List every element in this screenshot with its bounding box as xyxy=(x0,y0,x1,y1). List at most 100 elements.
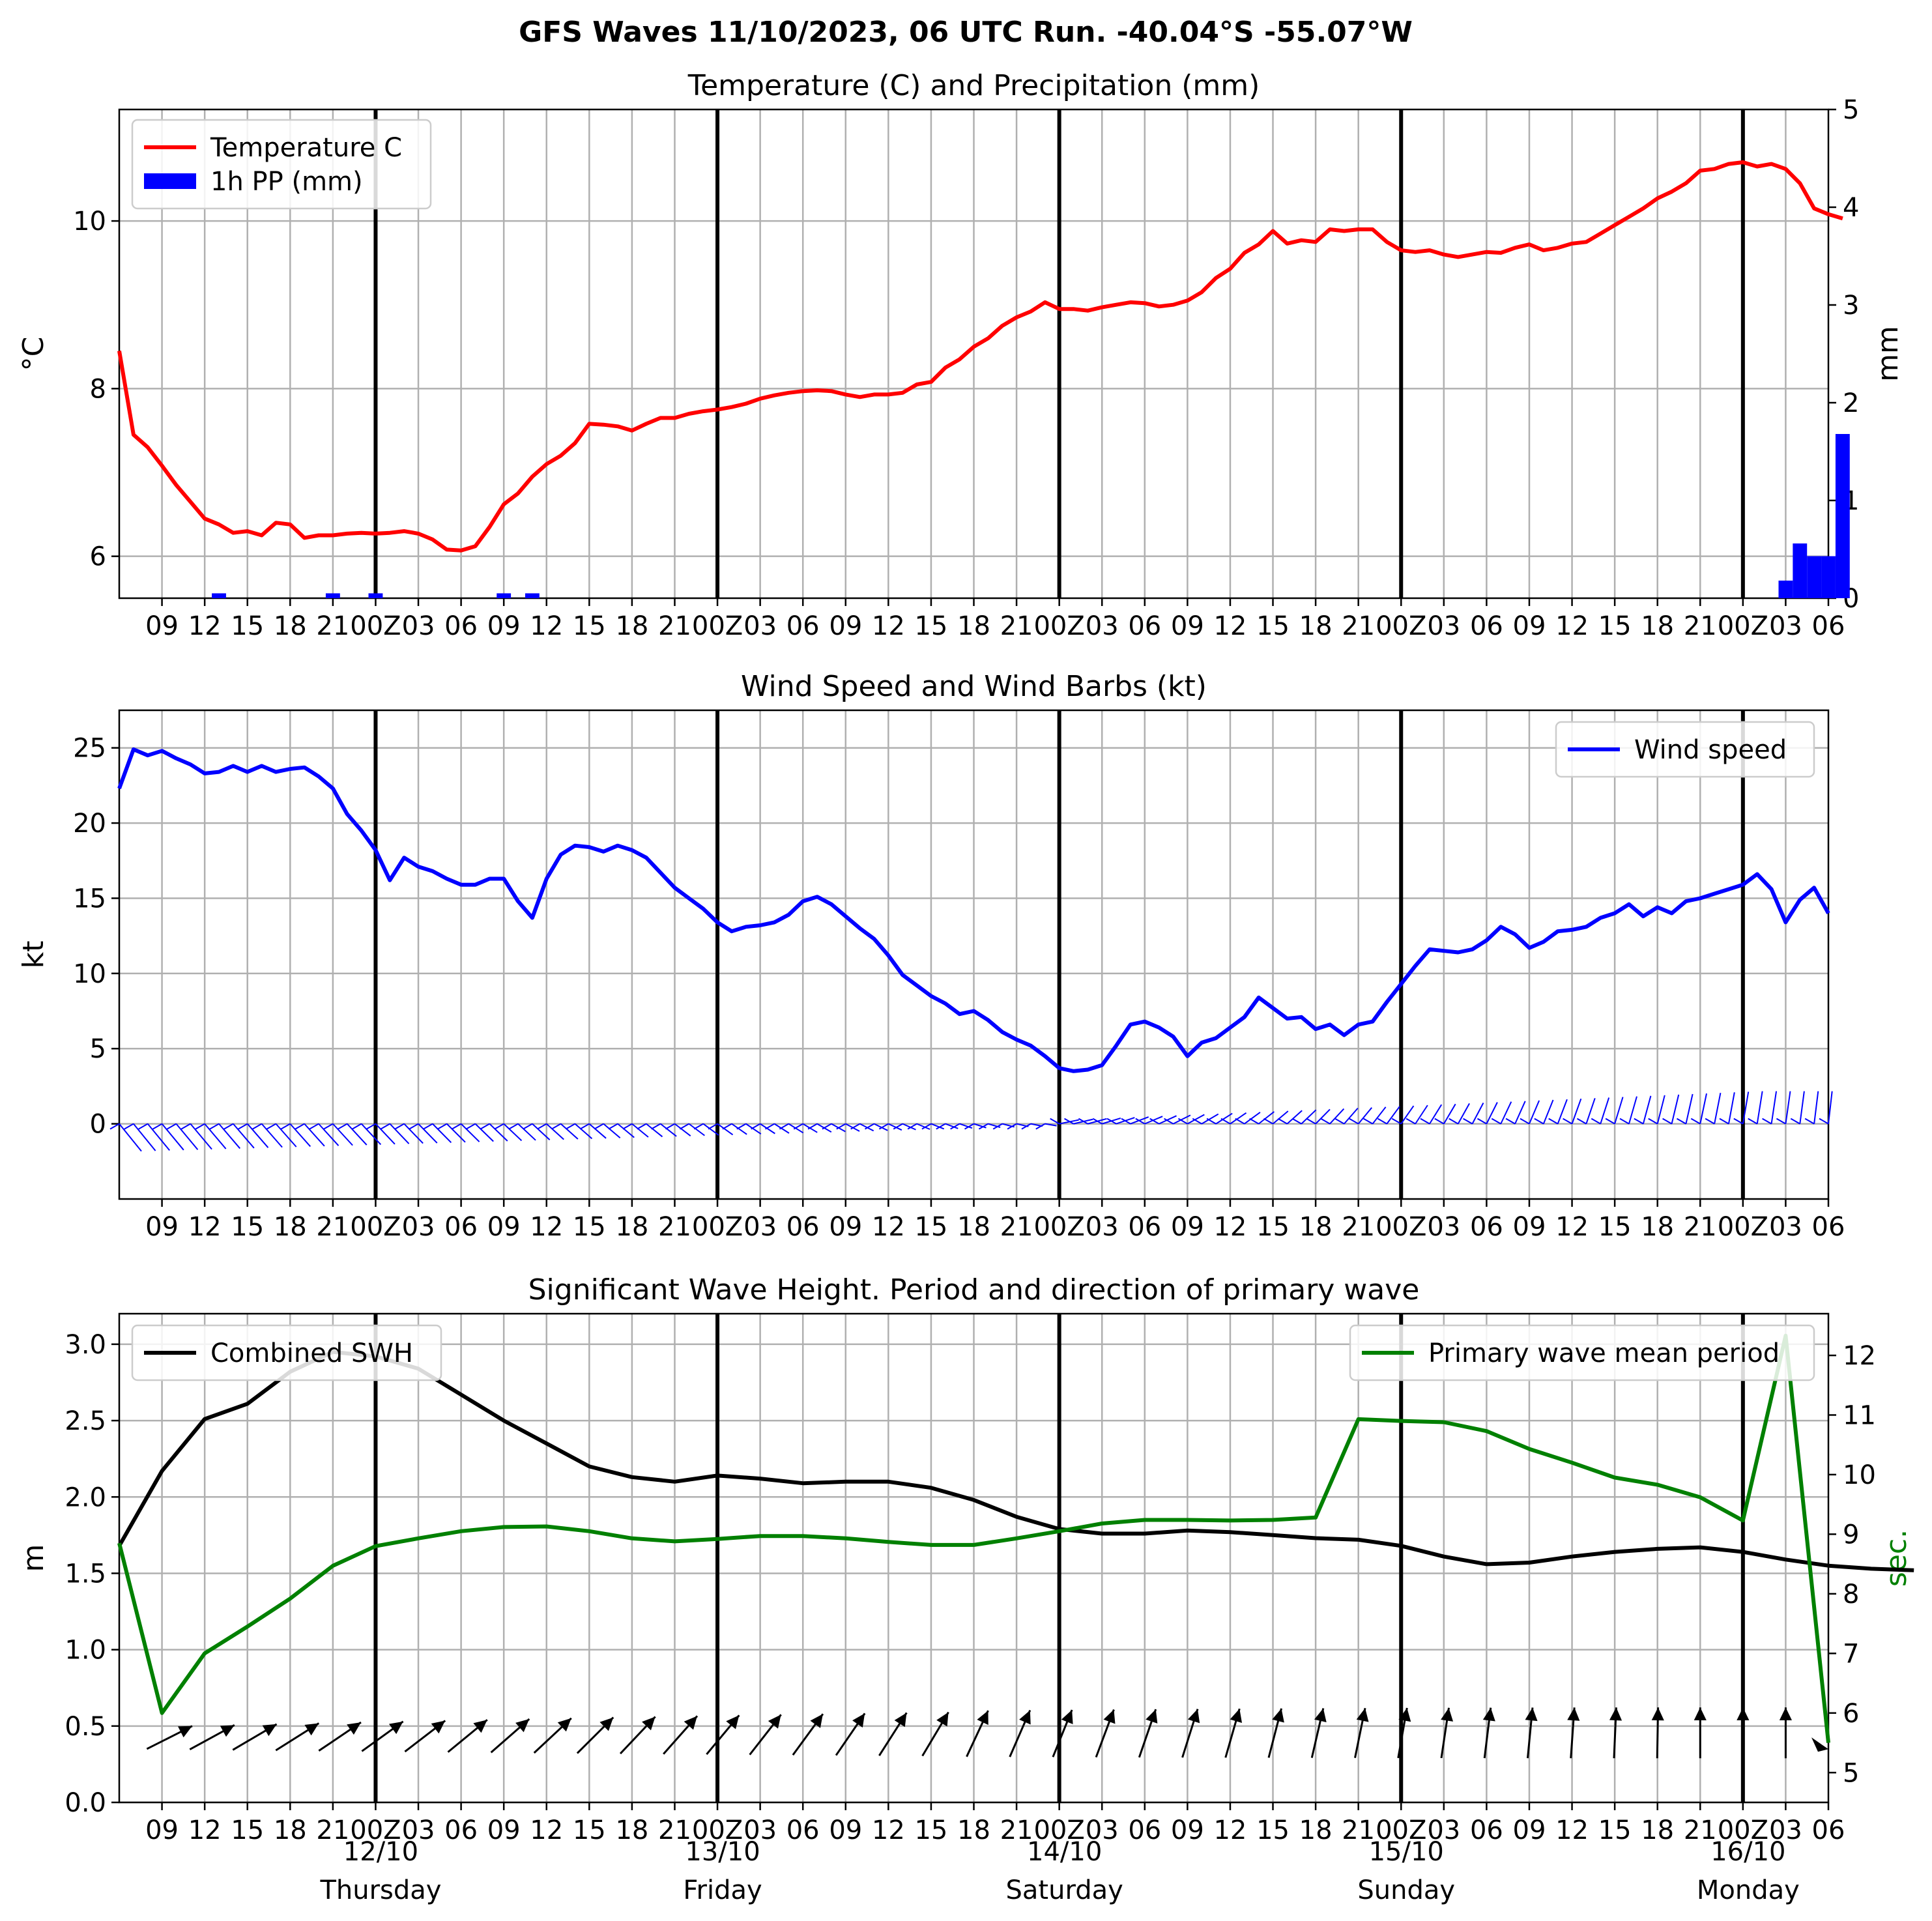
wind-barb xyxy=(323,1123,353,1146)
precip-bar xyxy=(1835,434,1850,598)
x-tick-label: 21 xyxy=(1000,1212,1033,1242)
y-right-tick-label: 4 xyxy=(1843,193,1859,223)
wind-speed-line xyxy=(117,747,1830,1073)
wave-direction-arrow xyxy=(1482,1707,1495,1759)
wave-direction-arrow xyxy=(619,1716,656,1755)
wind-barb xyxy=(1676,1093,1694,1125)
wave-direction-arrow xyxy=(1138,1709,1158,1758)
day-date-label: 15/10 xyxy=(1369,1837,1444,1867)
wave-direction-arrow xyxy=(792,1713,824,1756)
x-tick-label: 18 xyxy=(1641,1212,1674,1242)
wind-barb xyxy=(579,1123,607,1139)
wind-barb xyxy=(907,1123,930,1130)
x-tick-label: 09 xyxy=(1171,611,1204,641)
wave-direction-arrow xyxy=(1609,1707,1622,1759)
wind-barb xyxy=(1377,1106,1400,1125)
x-tick-label: 03 xyxy=(743,611,777,641)
wind-barb xyxy=(736,1123,762,1135)
wind-barb xyxy=(1263,1110,1289,1125)
y-right-tick-label: 8 xyxy=(1843,1580,1859,1610)
x-tick-label: 18 xyxy=(1299,1212,1333,1242)
x-tick-label: 03 xyxy=(402,1815,435,1845)
day-date-label: 12/10 xyxy=(343,1837,418,1867)
x-tick-label: 18 xyxy=(957,1815,990,1845)
wind-barb xyxy=(693,1123,719,1136)
wind-barb xyxy=(1690,1093,1708,1125)
legend-box xyxy=(131,1324,442,1381)
wind-barb xyxy=(850,1123,874,1132)
wave-direction-arrow xyxy=(1651,1707,1664,1759)
wave-direction-arrow xyxy=(232,1723,278,1751)
x-tick-label: 09 xyxy=(829,611,862,641)
x-tick-label: 06 xyxy=(786,1212,820,1242)
x-tick-label: 18 xyxy=(615,1815,648,1845)
wave-direction-arrow xyxy=(1310,1708,1327,1758)
y-tick-label: 20 xyxy=(73,809,106,839)
wind-barb xyxy=(238,1123,269,1148)
precip-bar xyxy=(1778,581,1793,598)
wind-barb xyxy=(223,1123,255,1149)
wind-barb xyxy=(1391,1105,1415,1125)
x-tick-label: 12 xyxy=(872,1212,905,1242)
x-tick-label: 15 xyxy=(1256,611,1290,641)
legend-swatch xyxy=(144,173,196,189)
temperature-line xyxy=(117,160,1843,553)
wave-direction-arrow xyxy=(835,1712,866,1756)
wind-barb xyxy=(594,1123,621,1138)
wind-barb xyxy=(465,1123,494,1142)
x-tick-label: 00Z xyxy=(1033,611,1084,641)
wind-barb xyxy=(523,1123,551,1140)
wind-barb xyxy=(893,1123,916,1131)
wind-barb xyxy=(679,1123,705,1136)
x-tick-label: 00Z xyxy=(350,611,401,641)
wave-direction-arrow xyxy=(921,1711,949,1757)
x-tick-label: 12 xyxy=(530,1815,563,1845)
precip-bar xyxy=(1807,556,1822,598)
y-tick-label: 0 xyxy=(90,1110,106,1140)
y-right-tick-label: 12 xyxy=(1843,1341,1876,1371)
wind-barb xyxy=(537,1123,564,1140)
precip-bar xyxy=(1821,556,1836,598)
x-tick-label: 15 xyxy=(573,1815,606,1845)
y-tick-label: 0.5 xyxy=(65,1712,106,1742)
wind-barb xyxy=(1505,1101,1526,1125)
x-tick-label: 00Z xyxy=(1033,1815,1084,1845)
x-tick-label: 12 xyxy=(1213,1815,1247,1845)
wind-barb xyxy=(508,1123,536,1141)
precip-bar xyxy=(497,593,512,598)
wind-barb xyxy=(1463,1103,1484,1125)
wind-barb xyxy=(936,1123,959,1130)
x-tick-label: 06 xyxy=(1812,1212,1845,1242)
wind-barb xyxy=(1520,1100,1540,1125)
wind-barb xyxy=(1576,1097,1596,1125)
x-tick-label: 15 xyxy=(1598,611,1632,641)
y-axis-label: °C xyxy=(17,337,50,371)
wind-barb xyxy=(1363,1106,1387,1125)
x-tick-label: 06 xyxy=(786,1815,820,1845)
x-tick-label: 21 xyxy=(658,1212,691,1242)
wind-barb xyxy=(651,1123,677,1137)
period-line xyxy=(117,1333,1830,1743)
x-tick-label: 00Z xyxy=(1033,1212,1084,1242)
panel-title: Wind Speed and Wind Barbs (kt) xyxy=(741,670,1207,703)
day-name-label: Saturday xyxy=(1006,1875,1123,1905)
wind-barb xyxy=(1206,1112,1233,1125)
x-tick-label: 21 xyxy=(1000,611,1033,641)
x-tick-label: 00Z xyxy=(692,1212,743,1242)
y-axis-label: kt xyxy=(17,941,50,969)
y-tick-label: 2.0 xyxy=(65,1482,106,1512)
wave-direction-arrow xyxy=(576,1716,614,1754)
precip-bar xyxy=(525,593,540,598)
x-tick-label: 12 xyxy=(188,1815,222,1845)
x-tick-label: 03 xyxy=(743,1815,777,1845)
wind-barb xyxy=(1563,1098,1582,1125)
y-right-tick-label: 5 xyxy=(1843,95,1859,125)
wave-direction-arrow xyxy=(1224,1708,1243,1758)
x-tick-label: 15 xyxy=(573,1212,606,1242)
wind-barb xyxy=(1149,1115,1177,1125)
y-tick-label: 0.0 xyxy=(65,1788,106,1818)
wind-barb xyxy=(1748,1091,1763,1125)
legend-box xyxy=(1555,721,1815,778)
y-tick-label: 5 xyxy=(90,1034,106,1064)
wind-barb xyxy=(295,1123,325,1147)
